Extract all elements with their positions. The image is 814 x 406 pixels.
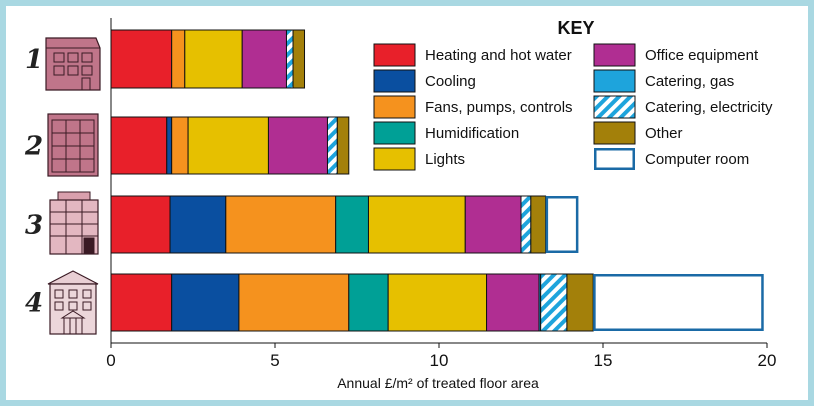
legend-swatch: [593, 43, 636, 67]
x-tick-label: 5: [270, 351, 279, 370]
legend-swatch: [373, 95, 416, 119]
legend-label: Heating and hot water: [425, 47, 572, 64]
bar-segment: [566, 273, 594, 332]
legend-item: Catering, electricity: [593, 95, 773, 119]
legend-label: Catering, electricity: [645, 99, 773, 116]
bar-segment: [171, 116, 189, 175]
legend-swatch: [594, 148, 635, 170]
building-1-icon: [45, 37, 101, 91]
legend-item: Heating and hot water: [373, 43, 572, 67]
legend-swatch: [373, 43, 416, 67]
bar-segment: [520, 195, 532, 254]
bar-segment: [540, 273, 568, 332]
legend-label: Catering, gas: [645, 73, 734, 90]
bar-segment: [593, 274, 764, 331]
legend-item: Cooling: [373, 69, 476, 93]
legend-item: Fans, pumps, controls: [373, 95, 573, 119]
legend-label: Other: [645, 125, 683, 142]
legend-item: Computer room: [594, 148, 749, 170]
bar-segment: [464, 195, 522, 254]
x-axis-title: Annual £/m² of treated floor area: [337, 375, 539, 391]
legend-swatch: [373, 121, 416, 145]
building-3-icon: [49, 191, 99, 255]
legend-item: Lights: [373, 147, 465, 171]
bar-segment: [326, 116, 338, 175]
bar-segment: [336, 116, 350, 175]
bar-segment: [367, 195, 466, 254]
building-4-icon: [47, 270, 99, 335]
bar-segment: [285, 29, 294, 89]
bar-segment: [110, 273, 173, 332]
bar-segment: [166, 116, 173, 175]
legend-swatch: [593, 69, 636, 93]
building-2-icon: [47, 113, 99, 177]
bar-segment: [348, 273, 389, 332]
legend-item: Other: [593, 121, 683, 145]
legend-label: Humidification: [425, 125, 519, 142]
bar-segment: [171, 273, 240, 332]
legend-label: Cooling: [425, 73, 476, 90]
bar-segment: [110, 116, 168, 175]
bar-segment: [335, 195, 369, 254]
bar-segment: [110, 195, 171, 254]
legend-item: Office equipment: [593, 43, 759, 67]
bar-segment: [169, 195, 227, 254]
category-label: 1: [25, 45, 43, 75]
bar-segment: [238, 273, 350, 332]
legend-swatch: [373, 69, 416, 93]
legend-title: KEY: [557, 18, 594, 38]
bar-segment: [241, 29, 287, 89]
bar-segment: [530, 195, 547, 254]
bar-segment: [187, 116, 269, 175]
legend-swatch: [373, 147, 416, 171]
category-label: 2: [24, 132, 43, 162]
legend-label: Office equipment: [645, 47, 759, 64]
legend-item: Catering, gas: [593, 69, 734, 93]
bar-segment: [292, 29, 306, 89]
bar-segment: [171, 29, 186, 89]
bar-segment: [225, 195, 337, 254]
bar-segment: [184, 29, 243, 89]
bar-segment: [387, 273, 488, 332]
x-tick-label: 0: [106, 351, 115, 370]
legend-swatch: [593, 95, 636, 119]
bar-segment: [486, 273, 540, 332]
legend-label: Computer room: [645, 151, 749, 168]
x-tick-label: 15: [594, 351, 613, 370]
legend-swatch: [593, 121, 636, 145]
x-tick-label: 20: [758, 351, 777, 370]
legend-label: Lights: [425, 151, 465, 168]
category-label: 4: [25, 289, 43, 319]
bar-segment: [267, 116, 328, 175]
bar-segment: [545, 196, 579, 253]
legend-label: Fans, pumps, controls: [425, 99, 573, 116]
category-label: 3: [25, 211, 43, 241]
bar-segment: [110, 29, 173, 89]
x-tick-label: 10: [430, 351, 449, 370]
legend-item: Humidification: [373, 121, 519, 145]
